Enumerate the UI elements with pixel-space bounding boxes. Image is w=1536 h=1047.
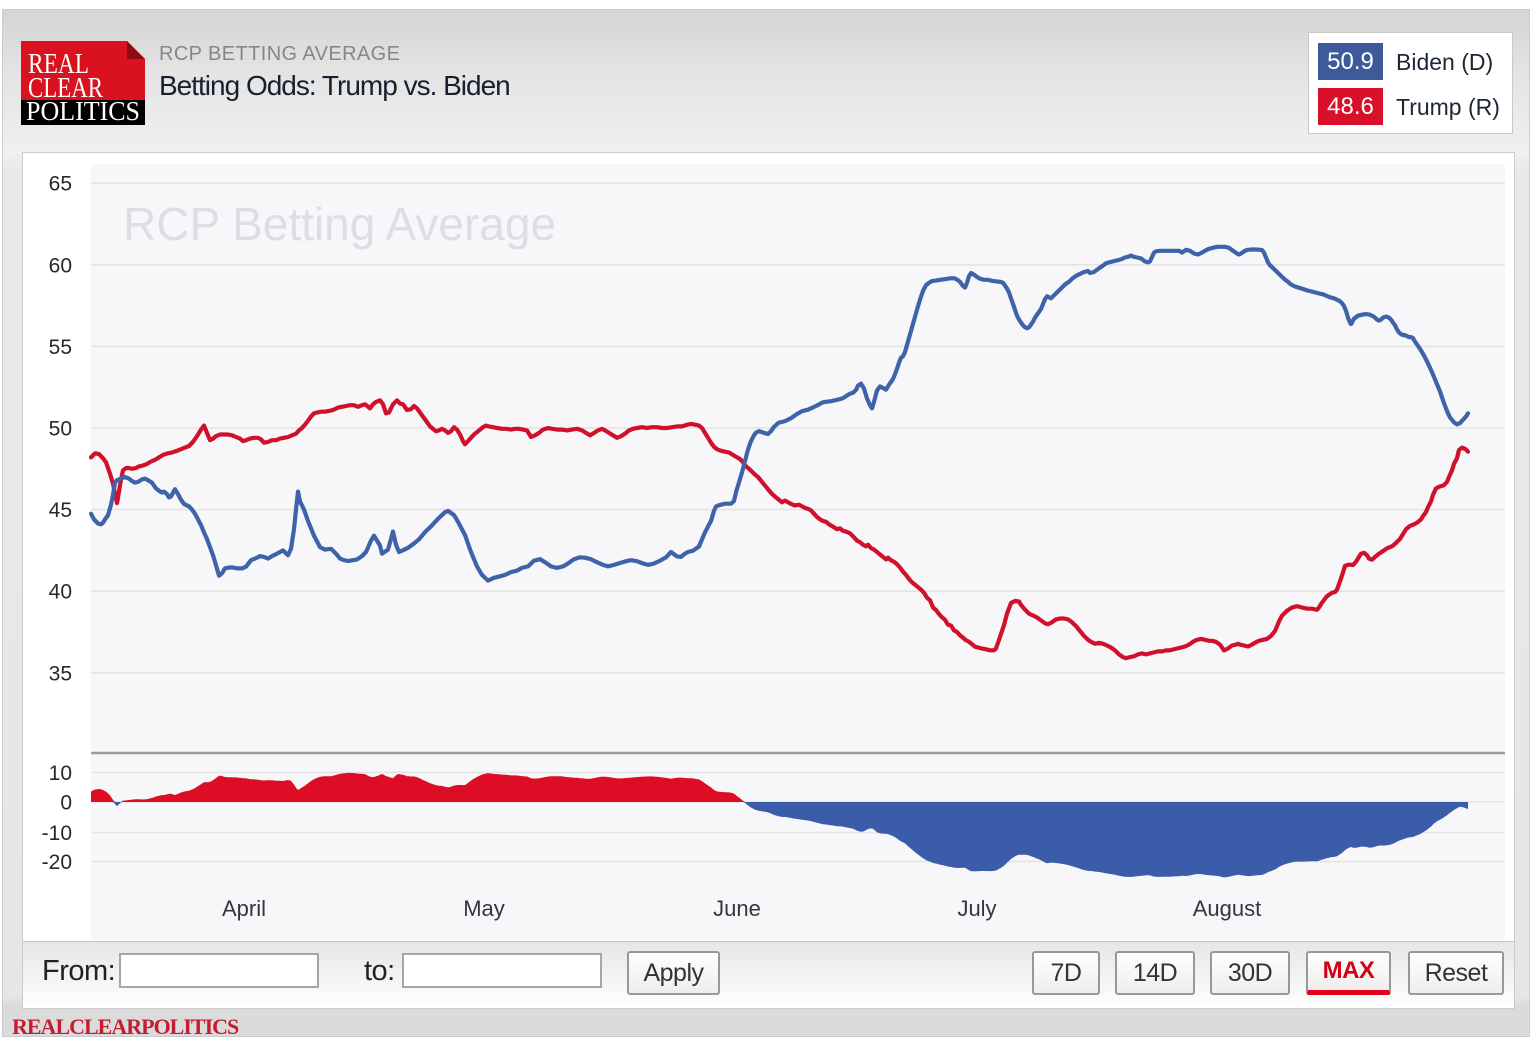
svg-text:-10: -10 xyxy=(42,822,72,845)
svg-text:RCP Betting Average: RCP Betting Average xyxy=(123,198,556,250)
svg-text:June: June xyxy=(713,896,761,921)
svg-text:65: 65 xyxy=(49,173,72,196)
svg-text:55: 55 xyxy=(49,336,72,359)
svg-text:POLITICS: POLITICS xyxy=(26,96,140,125)
svg-text:60: 60 xyxy=(49,254,72,277)
svg-text:45: 45 xyxy=(49,499,72,522)
svg-text:April: April xyxy=(222,896,266,921)
svg-text:July: July xyxy=(957,896,996,921)
svg-text:10: 10 xyxy=(49,762,72,785)
svg-text:CLEAR: CLEAR xyxy=(28,72,104,104)
svg-text:40: 40 xyxy=(49,581,72,604)
svg-text:May: May xyxy=(463,896,505,921)
svg-text:50: 50 xyxy=(49,418,72,441)
svg-text:-20: -20 xyxy=(42,851,72,874)
svg-text:0: 0 xyxy=(60,792,72,815)
svg-text:35: 35 xyxy=(49,662,72,685)
svg-text:August: August xyxy=(1193,896,1262,921)
svg-text:REAL: REAL xyxy=(28,48,89,80)
